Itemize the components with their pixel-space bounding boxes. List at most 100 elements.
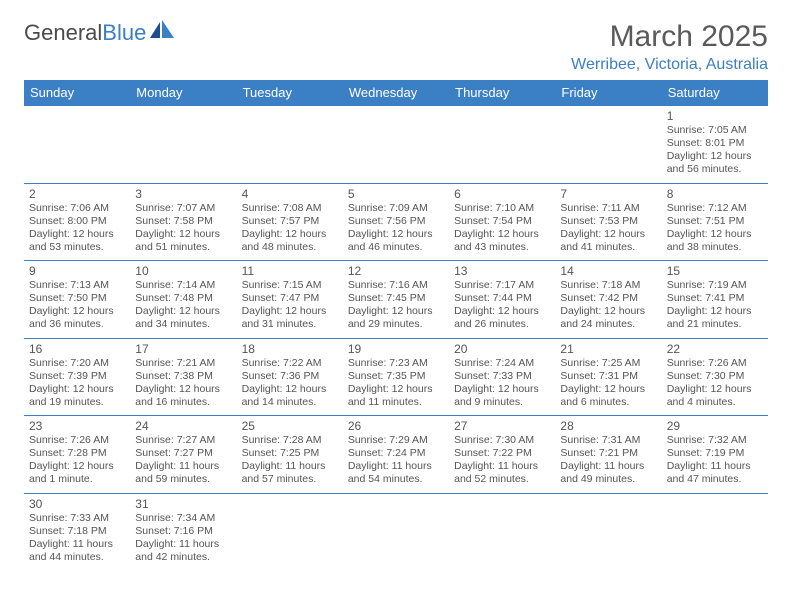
cell-dl1: Daylight: 12 hours [242,383,338,396]
cell-dl2: and 53 minutes. [29,241,125,254]
cell-dl1: Daylight: 12 hours [29,305,125,318]
cell-dl2: and 29 minutes. [348,318,444,331]
cell-sr: Sunrise: 7:12 AM [667,202,763,215]
cell-sr: Sunrise: 7:06 AM [29,202,125,215]
day-number: 12 [348,264,444,278]
calendar-cell: 24Sunrise: 7:27 AMSunset: 7:27 PMDayligh… [130,416,236,494]
cell-sr: Sunrise: 7:07 AM [135,202,231,215]
cell-sr: Sunrise: 7:32 AM [667,434,763,447]
calendar-cell: 30Sunrise: 7:33 AMSunset: 7:18 PMDayligh… [24,493,130,570]
cell-ss: Sunset: 7:27 PM [135,447,231,460]
cell-dl2: and 26 minutes. [454,318,550,331]
calendar-cell: 8Sunrise: 7:12 AMSunset: 7:51 PMDaylight… [662,183,768,261]
cell-sr: Sunrise: 7:16 AM [348,279,444,292]
cell-ss: Sunset: 7:54 PM [454,215,550,228]
cell-dl1: Daylight: 12 hours [667,150,763,163]
calendar-cell [237,106,343,184]
cell-sr: Sunrise: 7:33 AM [29,512,125,525]
day-number: 13 [454,264,550,278]
cell-dl2: and 47 minutes. [667,473,763,486]
calendar-cell: 5Sunrise: 7:09 AMSunset: 7:56 PMDaylight… [343,183,449,261]
calendar-cell [130,106,236,184]
calendar-cell: 26Sunrise: 7:29 AMSunset: 7:24 PMDayligh… [343,416,449,494]
day-number: 22 [667,342,763,356]
cell-dl1: Daylight: 12 hours [29,383,125,396]
day-number: 11 [242,264,338,278]
day-number: 20 [454,342,550,356]
cell-dl2: and 54 minutes. [348,473,444,486]
cell-ss: Sunset: 7:22 PM [454,447,550,460]
calendar-cell: 2Sunrise: 7:06 AMSunset: 8:00 PMDaylight… [24,183,130,261]
cell-ss: Sunset: 7:57 PM [242,215,338,228]
cell-dl1: Daylight: 12 hours [135,305,231,318]
cell-dl1: Daylight: 12 hours [667,228,763,241]
cell-ss: Sunset: 7:45 PM [348,292,444,305]
cell-ss: Sunset: 7:39 PM [29,370,125,383]
cell-ss: Sunset: 7:41 PM [667,292,763,305]
calendar-cell [449,106,555,184]
day-number: 31 [135,497,231,511]
day-number: 14 [560,264,656,278]
calendar-cell [343,106,449,184]
calendar-row: 1Sunrise: 7:05 AMSunset: 8:01 PMDaylight… [24,106,768,184]
cell-dl1: Daylight: 12 hours [348,228,444,241]
day-number: 4 [242,187,338,201]
day-number: 2 [29,187,125,201]
cell-dl1: Daylight: 11 hours [667,460,763,473]
cell-dl1: Daylight: 12 hours [242,228,338,241]
calendar-cell: 28Sunrise: 7:31 AMSunset: 7:21 PMDayligh… [555,416,661,494]
day-number: 9 [29,264,125,278]
calendar-cell [449,493,555,570]
dayhead-fri: Friday [555,80,661,106]
calendar-cell: 3Sunrise: 7:07 AMSunset: 7:58 PMDaylight… [130,183,236,261]
cell-ss: Sunset: 7:24 PM [348,447,444,460]
cell-dl2: and 9 minutes. [454,396,550,409]
cell-ss: Sunset: 7:36 PM [242,370,338,383]
cell-sr: Sunrise: 7:26 AM [29,434,125,447]
calendar-cell: 31Sunrise: 7:34 AMSunset: 7:16 PMDayligh… [130,493,236,570]
cell-dl2: and 16 minutes. [135,396,231,409]
calendar-table: Sunday Monday Tuesday Wednesday Thursday… [24,80,768,570]
cell-ss: Sunset: 7:42 PM [560,292,656,305]
cell-sr: Sunrise: 7:13 AM [29,279,125,292]
day-number: 19 [348,342,444,356]
calendar-cell: 15Sunrise: 7:19 AMSunset: 7:41 PMDayligh… [662,261,768,339]
cell-sr: Sunrise: 7:20 AM [29,357,125,370]
title-block: March 2025 Werribee, Victoria, Australia [571,20,768,74]
cell-ss: Sunset: 7:47 PM [242,292,338,305]
cell-sr: Sunrise: 7:25 AM [560,357,656,370]
day-number: 8 [667,187,763,201]
day-number: 10 [135,264,231,278]
cell-dl2: and 43 minutes. [454,241,550,254]
day-number: 21 [560,342,656,356]
cell-dl2: and 56 minutes. [667,163,763,176]
cell-dl2: and 38 minutes. [667,241,763,254]
cell-dl1: Daylight: 12 hours [667,305,763,318]
dayhead-thu: Thursday [449,80,555,106]
cell-dl2: and 11 minutes. [348,396,444,409]
cell-ss: Sunset: 7:25 PM [242,447,338,460]
cell-sr: Sunrise: 7:28 AM [242,434,338,447]
cell-dl2: and 51 minutes. [135,241,231,254]
calendar-cell: 17Sunrise: 7:21 AMSunset: 7:38 PMDayligh… [130,338,236,416]
cell-sr: Sunrise: 7:10 AM [454,202,550,215]
day-number: 1 [667,109,763,123]
cell-dl1: Daylight: 12 hours [454,228,550,241]
cell-ss: Sunset: 7:21 PM [560,447,656,460]
cell-ss: Sunset: 8:00 PM [29,215,125,228]
calendar-row: 9Sunrise: 7:13 AMSunset: 7:50 PMDaylight… [24,261,768,339]
calendar-cell: 6Sunrise: 7:10 AMSunset: 7:54 PMDaylight… [449,183,555,261]
cell-sr: Sunrise: 7:34 AM [135,512,231,525]
day-number: 29 [667,419,763,433]
cell-dl2: and 34 minutes. [135,318,231,331]
cell-dl2: and 21 minutes. [667,318,763,331]
calendar-cell [662,493,768,570]
calendar-cell: 20Sunrise: 7:24 AMSunset: 7:33 PMDayligh… [449,338,555,416]
cell-sr: Sunrise: 7:30 AM [454,434,550,447]
calendar-cell: 4Sunrise: 7:08 AMSunset: 7:57 PMDaylight… [237,183,343,261]
calendar-cell [555,106,661,184]
cell-ss: Sunset: 7:38 PM [135,370,231,383]
logo-text-1: General [24,20,102,46]
cell-dl2: and 36 minutes. [29,318,125,331]
cell-sr: Sunrise: 7:26 AM [667,357,763,370]
